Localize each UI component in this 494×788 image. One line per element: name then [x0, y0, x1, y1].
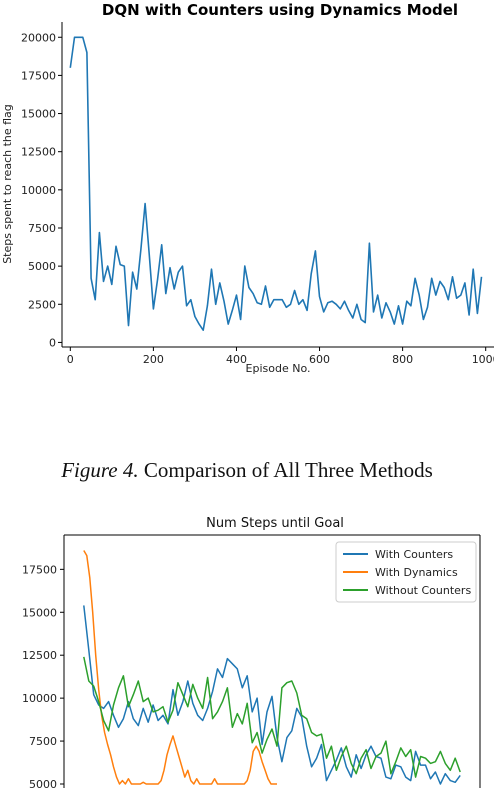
series-line-steps: [69, 36, 483, 332]
x-tick-label: 0: [67, 353, 74, 366]
legend-box: [335, 541, 477, 603]
series-line-with-dynamics: [83, 550, 277, 785]
x-tick-label: 800: [392, 353, 413, 366]
y-tick-label: 12500: [22, 649, 57, 662]
y-tick-label: 10000: [21, 184, 56, 197]
y-tick-label: 17500: [21, 69, 56, 82]
y-tick-label: 20000: [21, 31, 56, 44]
chart-title: Num Steps until Goal: [206, 516, 344, 531]
series-line-with-counters: [83, 605, 461, 785]
y-tick-label: 10000: [22, 692, 57, 705]
y-tick-label: 0: [49, 336, 56, 349]
chart-title: DQN with Counters using Dynamics Model: [102, 1, 458, 19]
legend-label: With Counters: [375, 548, 453, 561]
series-line-without-counters: [83, 656, 461, 778]
figure-caption: Figure 4. Comparison of All Three Method…: [0, 458, 494, 483]
y-tick-label: 7500: [28, 222, 56, 235]
y-tick-label: 12500: [21, 146, 56, 159]
y-tick-label: 2500: [28, 298, 56, 311]
y-tick-label: 5000: [28, 260, 56, 273]
x-tick-label: 600: [309, 353, 330, 366]
y-axis-label: Steps spent to reach the flag: [1, 104, 14, 264]
y-tick-label: 15000: [22, 606, 57, 619]
legend-label: Without Counters: [375, 584, 471, 597]
y-tick-label: 15000: [21, 108, 56, 121]
caption-label: Figure 4.: [61, 458, 139, 482]
x-tick-label: 400: [226, 353, 247, 366]
x-axis-label: Episode No.: [246, 362, 311, 375]
legend: With Counters With Dynamics Without Counte…: [335, 541, 477, 603]
y-tick-label: 5000: [29, 778, 57, 788]
chart-dqn-dynamics: DQN with Counters using Dynamics Model 0 2…: [1, 1, 494, 375]
y-tick-label: 7500: [29, 735, 57, 748]
x-tick-label: 200: [143, 353, 164, 366]
y-tick-label: 17500: [22, 563, 57, 576]
x-tick-label: 1000: [472, 353, 494, 366]
caption-text: Comparison of All Three Methods: [143, 458, 433, 482]
chart-num-steps: Num Steps until Goal 5000 7500 10000 12500 15…: [22, 516, 481, 788]
legend-label: With Dynamics: [375, 566, 458, 579]
